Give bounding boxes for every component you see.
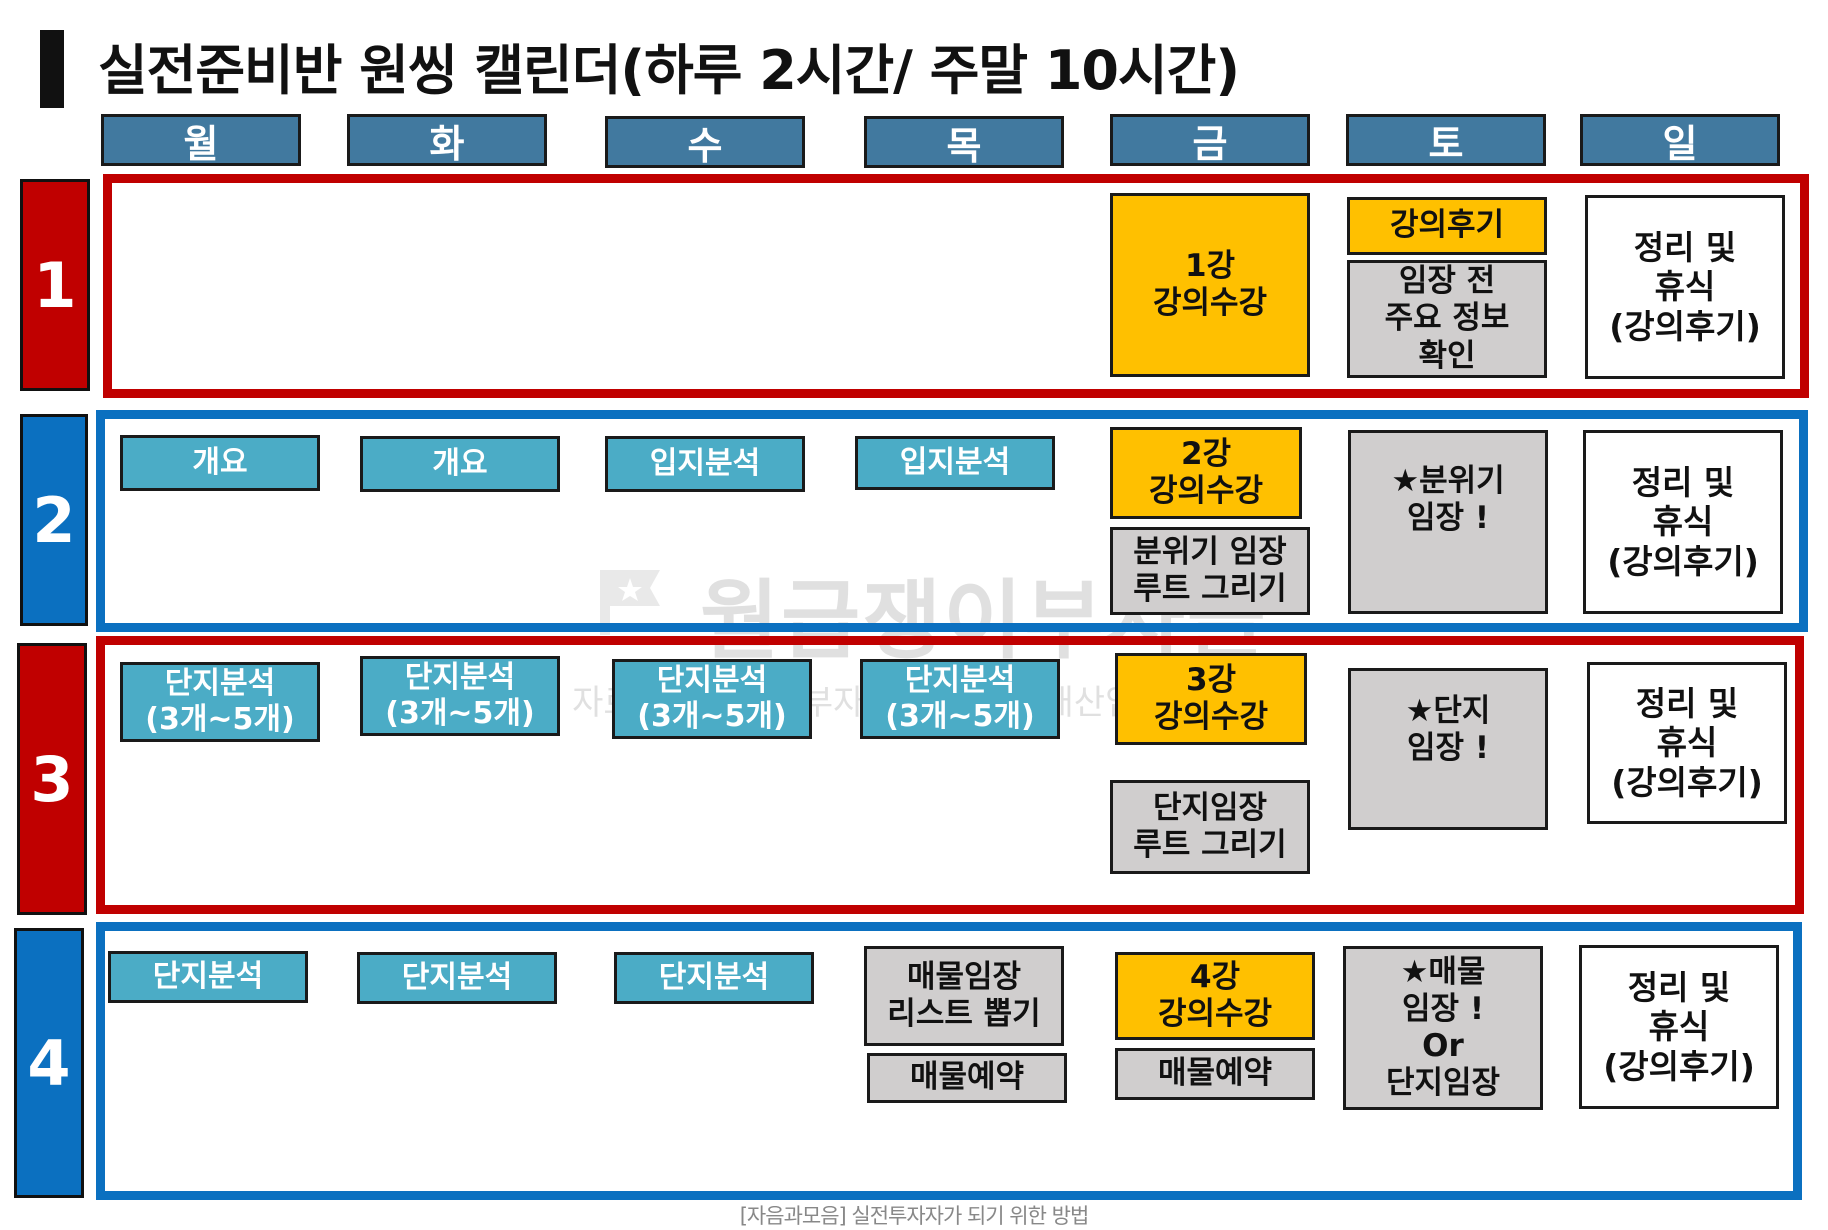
w2-fri-lecture: 2강 강의수강 <box>1110 427 1302 519</box>
w3-mon-complex: 단지분석 (3개~5개) <box>120 662 320 742</box>
w4-sat-field-visit: ★매물 임장 ! Or 단지임장 <box>1343 946 1543 1110</box>
day-header-sat: 토 <box>1346 114 1546 166</box>
w4-fri-lecture: 4강 강의수강 <box>1115 952 1315 1040</box>
day-header-fri: 금 <box>1110 114 1310 166</box>
w3-thu-complex: 단지분석 (3개~5개) <box>860 659 1060 739</box>
w4-thu-reservation: 매물예약 <box>867 1053 1067 1103</box>
w3-fri-route: 단지임장 루트 그리기 <box>1110 780 1310 874</box>
w1-sat-review: 강의후기 <box>1347 197 1547 255</box>
week-number-1: 1 <box>20 179 90 391</box>
day-header-thu: 목 <box>864 116 1064 168</box>
w2-sun-rest: 정리 및 휴식 (강의후기) <box>1583 430 1783 614</box>
w2-tue-overview: 개요 <box>360 436 560 492</box>
week-1-frame <box>103 174 1809 398</box>
w3-sat-field-visit: ★단지 임장 ! <box>1348 668 1548 830</box>
w3-wed-complex: 단지분석 (3개~5개) <box>612 659 812 739</box>
week-number-4: 4 <box>14 928 84 1198</box>
footer-caption: [자음과모음] 실전투자자가 되기 위한 방법 <box>739 1204 1090 1228</box>
w4-thu-listing: 매물임장 리스트 뽑기 <box>864 946 1064 1046</box>
day-header-mon: 월 <box>101 114 301 166</box>
watermark-flag-icon <box>600 570 660 635</box>
week-number-2: 2 <box>20 414 88 626</box>
w4-wed-complex: 단지분석 <box>614 952 814 1004</box>
w2-sat-field-visit: ★분위기 임장 ! <box>1348 430 1548 614</box>
week-number-3: 3 <box>17 643 87 915</box>
w3-tue-complex: 단지분석 (3개~5개) <box>360 656 560 736</box>
w3-fri-lecture: 3강 강의수강 <box>1115 653 1307 745</box>
w4-tue-complex: 단지분석 <box>357 952 557 1004</box>
day-header-sun: 일 <box>1580 114 1780 166</box>
w2-wed-location: 입지분석 <box>605 436 805 492</box>
day-header-tue: 화 <box>347 114 547 166</box>
title-accent-bar <box>40 30 64 108</box>
w4-fri-reservation: 매물예약 <box>1115 1048 1315 1100</box>
day-header-wed: 수 <box>605 116 805 168</box>
w1-fri-lecture: 1강 강의수강 <box>1110 193 1310 377</box>
w2-fri-route: 분위기 임장 루트 그리기 <box>1110 527 1310 615</box>
w2-mon-overview: 개요 <box>120 435 320 491</box>
w1-sat-info-check: 임장 전 주요 정보 확인 <box>1347 260 1547 378</box>
page-title: 실전준비반 원씽 캘린더(하루 2시간/ 주말 10시간) <box>98 39 1240 102</box>
w4-mon-complex: 단지분석 <box>108 951 308 1003</box>
week-2-frame <box>96 410 1808 632</box>
w3-sun-rest: 정리 및 휴식 (강의후기) <box>1587 662 1787 824</box>
week-3-frame <box>96 636 1804 914</box>
week-4-frame <box>96 922 1802 1200</box>
w2-thu-location: 입지분석 <box>855 436 1055 490</box>
w1-sun-rest: 정리 및 휴식 (강의후기) <box>1585 195 1785 379</box>
w4-sun-rest: 정리 및 휴식 (강의후기) <box>1579 945 1779 1109</box>
